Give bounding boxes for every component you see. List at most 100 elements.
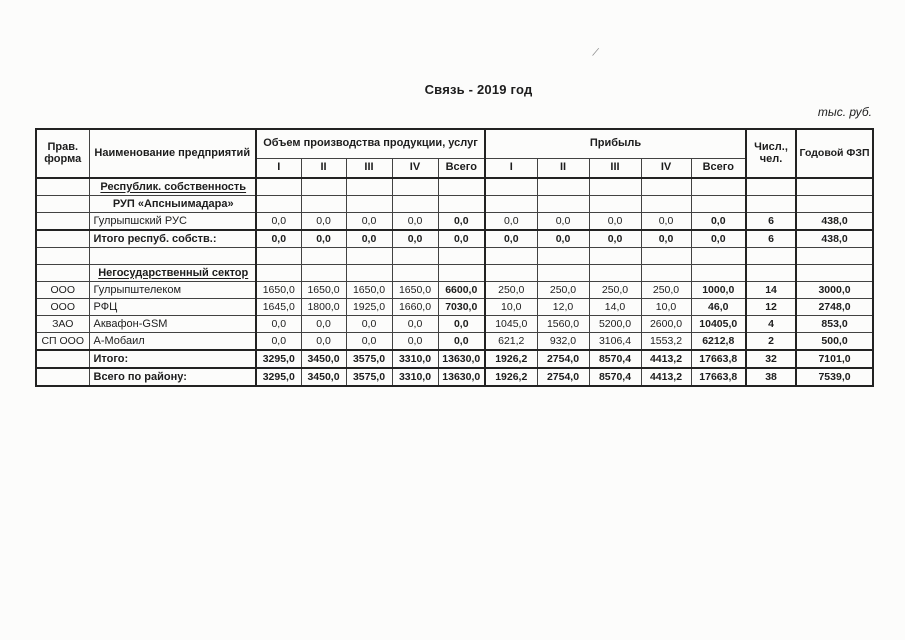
- cell-profit-q2: 0,0: [536, 211, 590, 230]
- cell-headcount: [745, 194, 797, 213]
- empty-row: [35, 246, 874, 265]
- cell-headcount: 38: [745, 366, 797, 386]
- table-row: ООО РФЦ 1645,0 1800,0 1925,0 1660,0 7030,0 10,0…: [35, 297, 874, 316]
- cell-enterprise-name: Итого респуб. собств.:: [88, 228, 257, 248]
- cell-volume-q4: 1660,0: [391, 297, 439, 316]
- cell-profit-total: [690, 246, 747, 265]
- cell-volume-q1: 0,0: [255, 211, 302, 230]
- cell-volume-q1: [255, 246, 302, 265]
- cell-volume-q4: 0,0: [391, 211, 439, 230]
- cell-volume-q1: 0,0: [255, 331, 302, 350]
- cell-legal-form: [35, 348, 90, 368]
- header-volume-q2: II: [300, 157, 347, 178]
- cell-annual-fund: [795, 176, 874, 196]
- cell-annual-fund: 438,0: [795, 228, 874, 248]
- cell-volume-q2: [300, 263, 347, 282]
- cell-volume-q4: [391, 263, 439, 282]
- header-headcount: Числ., чел.: [745, 128, 797, 178]
- cell-enterprise-name: Аквафон-GSM: [88, 314, 257, 333]
- cell-volume-q3: 0,0: [345, 228, 393, 248]
- cell-volume-q2: 1800,0: [300, 297, 347, 316]
- table-row: Итого: 3295,0 3450,0 3575,0 3310,0 13630,0 192…: [35, 348, 874, 368]
- cell-annual-fund: [795, 263, 874, 282]
- cell-volume-q4: 3310,0: [391, 348, 439, 368]
- group-header-row: Прав. форма Наименование предприятий Объ…: [35, 128, 874, 178]
- cell-profit-q3: 8570,4: [588, 348, 642, 368]
- cell-legal-form: ООО: [35, 297, 90, 316]
- cell-profit-q1: [484, 176, 538, 196]
- header-profit-total: Всего: [690, 157, 747, 178]
- cell-profit-q1: 0,0: [484, 228, 538, 248]
- header-profit-q2: II: [536, 157, 590, 178]
- header-profit-q4: IV: [640, 157, 692, 178]
- cell-volume-total: [437, 194, 486, 213]
- cell-profit-q2: 2754,0: [536, 348, 590, 368]
- cell-legal-form: [35, 366, 90, 386]
- cell-headcount: 12: [745, 297, 797, 316]
- cell-profit-q3: [588, 194, 642, 213]
- cell-volume-q1: 3295,0: [255, 366, 302, 386]
- header-profit-group: Прибыль: [484, 128, 747, 159]
- cell-volume-total: [437, 246, 486, 265]
- cell-profit-q4: [640, 194, 692, 213]
- table-row: ЗАО Аквафон-GSM 0,0 0,0 0,0 0,0 0,0 1045,0 1560,…: [35, 314, 874, 333]
- cell-profit-total: [690, 176, 747, 196]
- table-row: Гулрыпшский РУС 0,0 0,0 0,0 0,0 0,0 0,0 0,0 0,0 0…: [35, 211, 874, 230]
- cell-volume-total: 6600,0: [437, 280, 486, 299]
- cell-legal-form: ООО: [35, 280, 90, 299]
- cell-profit-q3: 250,0: [588, 280, 642, 299]
- cell-volume-q1: [255, 176, 302, 196]
- cell-volume-q1: 0,0: [255, 314, 302, 333]
- cell-profit-q2: [536, 246, 590, 265]
- cell-profit-q3: 3106,4: [588, 331, 642, 350]
- cell-volume-q3: 1925,0: [345, 297, 393, 316]
- cell-annual-fund: 853,0: [795, 314, 874, 333]
- cell-volume-q1: 1645,0: [255, 297, 302, 316]
- cell-profit-total: [690, 263, 747, 282]
- cell-volume-q4: 0,0: [391, 228, 439, 248]
- header-profit-q1: I: [484, 157, 538, 178]
- cell-profit-q1: [484, 263, 538, 282]
- cell-profit-q2: [536, 194, 590, 213]
- header-volume-q4: IV: [391, 157, 439, 178]
- cell-volume-q3: 0,0: [345, 331, 393, 350]
- cell-volume-total: 7030,0: [437, 297, 486, 316]
- cell-section-name: Негосударственный сектор: [88, 263, 257, 282]
- cell-volume-q4: 0,0: [391, 314, 439, 333]
- cell-profit-q4: 250,0: [640, 280, 692, 299]
- cell-profit-q2: 1560,0: [536, 314, 590, 333]
- table-row: Всего по району: 3295,0 3450,0 3575,0 3310,0…: [35, 366, 874, 386]
- cell-profit-q2: 250,0: [536, 280, 590, 299]
- cell-profit-q3: [588, 176, 642, 196]
- report-title: Связь - 2019 год: [424, 82, 533, 97]
- cell-profit-q4: 0,0: [640, 211, 692, 230]
- cell-volume-total: [437, 263, 486, 282]
- cell-profit-q3: 0,0: [588, 228, 642, 248]
- cell-headcount: 6: [745, 228, 797, 248]
- table-row: ООО Гулрыпштелеком 1650,0 1650,0 1650,0 1650,…: [35, 280, 874, 299]
- cell-legal-form: [35, 246, 90, 265]
- cell-volume-q4: [391, 194, 439, 213]
- cell-annual-fund: 7539,0: [795, 366, 874, 386]
- cell-headcount: [745, 246, 797, 265]
- cell-legal-form: [35, 228, 90, 248]
- cell-volume-q2: 0,0: [300, 314, 347, 333]
- cell-volume-q2: 0,0: [300, 211, 347, 230]
- cell-volume-q3: 0,0: [345, 314, 393, 333]
- cell-profit-q4: 4413,2: [640, 366, 692, 386]
- cell-profit-q1: [484, 246, 538, 265]
- cell-section-name: РУП «Апсныимадара»: [88, 194, 257, 213]
- cell-profit-total: 17663,8: [690, 348, 747, 368]
- cell-headcount: [745, 263, 797, 282]
- cell-legal-form: [35, 194, 90, 213]
- cell-profit-q2: 0,0: [536, 228, 590, 248]
- cell-profit-q4: 1553,2: [640, 331, 692, 350]
- cell-headcount: 32: [745, 348, 797, 368]
- section-row: РУП «Апсныимадара»: [35, 194, 874, 213]
- cell-profit-q2: 932,0: [536, 331, 590, 350]
- cell-volume-q2: 3450,0: [300, 366, 347, 386]
- cell-volume-q4: [391, 176, 439, 196]
- cell-volume-q4: 3310,0: [391, 366, 439, 386]
- cell-profit-q1: 621,2: [484, 331, 538, 350]
- cell-volume-q2: [300, 176, 347, 196]
